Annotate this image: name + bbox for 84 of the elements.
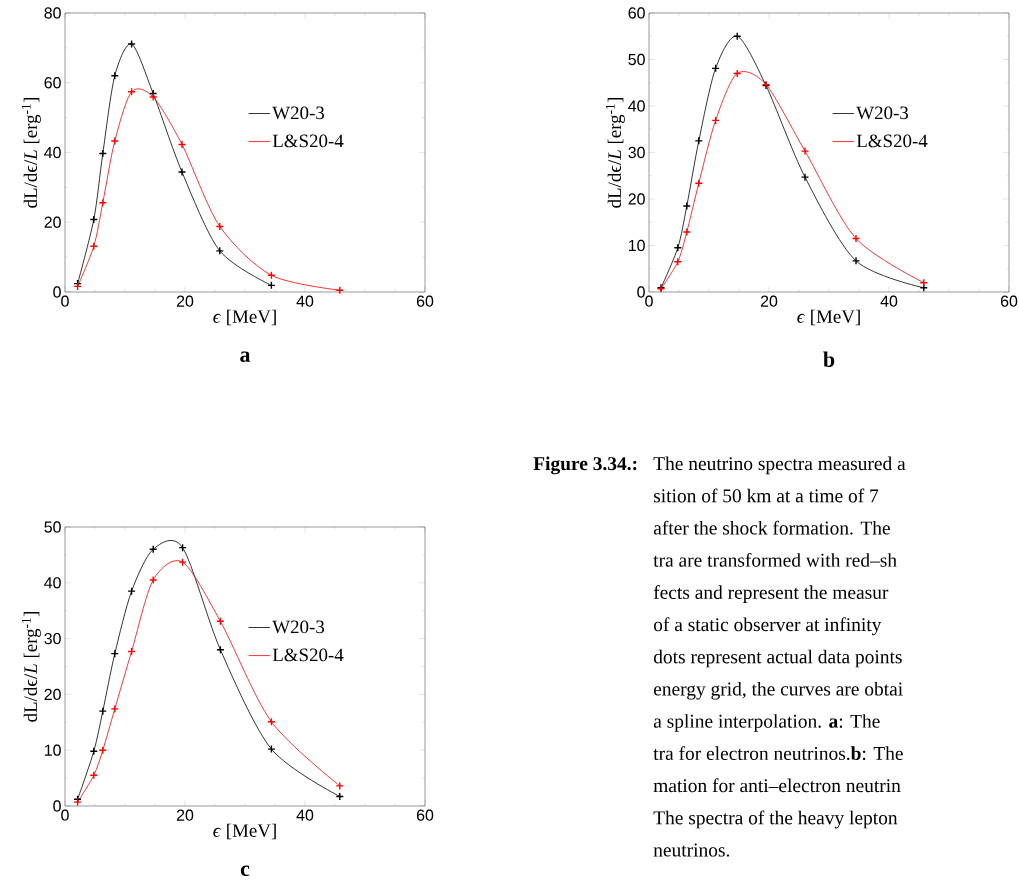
x-tick-label: 0 [645, 295, 653, 307]
y-tick-label: 20 [628, 193, 645, 205]
point [851, 234, 861, 243]
y-tick-label: 80 [44, 7, 61, 19]
text: a spline interpolation. a: The [653, 714, 880, 732]
point [127, 39, 136, 49]
y-tick-label: 0 [637, 286, 645, 298]
text: of a static observer at infinity [653, 617, 882, 636]
point [177, 140, 187, 149]
y-tick-label: 50 [44, 521, 61, 533]
text: a [240, 351, 251, 363]
text: b [823, 351, 835, 367]
point [673, 257, 683, 266]
text: after the shock formation. The [653, 520, 890, 535]
point [694, 136, 704, 146]
x-tick-label: 0 [61, 295, 69, 307]
point [127, 87, 136, 97]
y-tick-label: 30 [628, 146, 645, 159]
y-tick-label: 30 [44, 632, 61, 645]
point [177, 167, 187, 177]
text: fects and represent the measur [653, 585, 889, 603]
y-tick-label: 20 [44, 216, 61, 228]
legend-label: L&S20-4 [272, 134, 344, 148]
point [919, 278, 929, 287]
y-tick-label: 40 [44, 577, 61, 589]
point [335, 792, 344, 801]
point [800, 146, 810, 156]
x-tick-label: 60 [1000, 295, 1018, 307]
y-tick-label: 0 [53, 286, 61, 298]
y-tick-label: 40 [628, 100, 645, 112]
x-tick-label: 20 [760, 295, 778, 307]
x-tick-label: 40 [296, 809, 314, 821]
text: c [240, 865, 250, 877]
x-tick-label: 20 [176, 295, 194, 307]
point [694, 178, 704, 188]
point [682, 201, 692, 211]
text: tra are transformed with red–sh [653, 552, 897, 567]
y-tick-label: 40 [44, 146, 61, 159]
point [215, 246, 224, 256]
x-tick-label: 40 [880, 295, 898, 307]
text: energy grid, the curves are obtai [653, 681, 903, 700]
text: tra for electron neutrinos.b: The [653, 746, 903, 761]
point [335, 781, 344, 791]
x-axis-title: ϵ [MeV] [213, 823, 276, 840]
point [673, 243, 683, 253]
point [110, 136, 119, 146]
point [110, 704, 119, 714]
point [98, 706, 107, 716]
point [682, 227, 692, 237]
y-tick-label: 20 [44, 688, 61, 701]
text: The neutrino spectra measured a [653, 456, 906, 475]
text: dots represent actual data points [653, 649, 902, 668]
y-tick-label: 10 [44, 744, 61, 756]
legend-label: L&S20-4 [272, 648, 344, 662]
x-tick-label: 60 [416, 809, 434, 821]
point [149, 92, 158, 102]
text: mation for anti–electron neutrin [653, 778, 901, 793]
legend-label: W20-3 [272, 620, 325, 634]
point [149, 575, 158, 585]
y-tick-label: 60 [628, 7, 645, 19]
text: The spectra of the heavy lepton [653, 810, 898, 829]
y-tick-label: 50 [628, 53, 645, 66]
x-axis-title: ϵ [MeV] [797, 309, 860, 326]
legend-label: W20-3 [272, 106, 325, 120]
x-tick-label: 0 [61, 809, 69, 821]
text: neutrinos. [653, 843, 730, 857]
point [800, 172, 810, 182]
x-axis-title: ϵ [MeV] [213, 309, 276, 326]
legend-label: W20-3 [856, 106, 909, 120]
y-tick-label: 60 [44, 77, 61, 89]
text: sition of 50 km at a time of 7 [654, 488, 879, 503]
point [127, 586, 136, 596]
x-tick-label: 60 [416, 295, 434, 307]
legend-label: L&S20-4 [856, 134, 928, 148]
text: Figure 3.34.: [533, 456, 637, 475]
y-tick-label: 10 [628, 239, 645, 252]
x-tick-label: 20 [176, 809, 194, 821]
point [851, 256, 861, 266]
point [919, 283, 929, 293]
point [178, 557, 187, 567]
point [335, 286, 344, 295]
y-tick-label: 0 [53, 800, 61, 812]
point [267, 744, 276, 754]
x-tick-label: 40 [296, 295, 314, 307]
